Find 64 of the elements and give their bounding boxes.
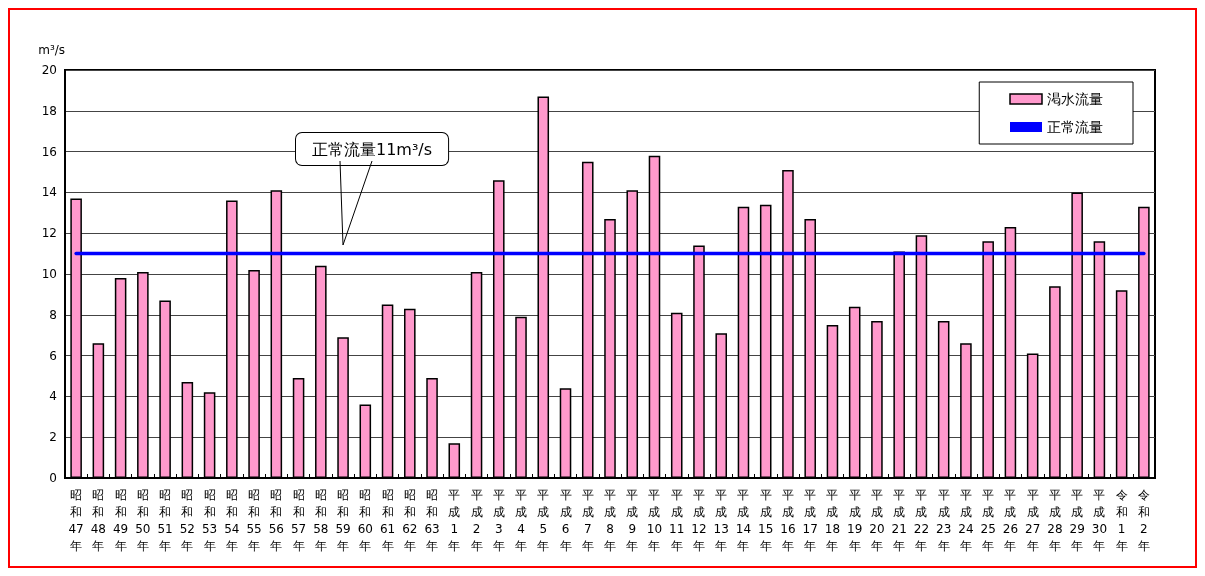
x-tick-label: 平成7年 (581, 487, 594, 553)
x-tick-label: 平成19年 (847, 487, 863, 553)
y-tick-label: 18 (41, 103, 57, 118)
y-tick-label: 14 (41, 185, 57, 200)
x-tick-label: 昭和48年 (90, 487, 107, 553)
x-tick-label: 平成12年 (691, 487, 707, 553)
x-tick-label: 平成1年 (448, 487, 461, 553)
legend-label: 正常流量 (1047, 119, 1103, 135)
x-tick-label: 平成14年 (735, 487, 752, 553)
x-tick-label: 平成4年 (515, 487, 528, 553)
x-tick-label: 平成30年 (1091, 487, 1108, 553)
y-tick-label: 12 (41, 226, 57, 241)
x-tick-label: 昭和60年 (357, 487, 373, 553)
x-tick-label: 昭和49年 (112, 487, 129, 553)
legend-label: 渇水流量 (1047, 91, 1103, 107)
x-tick-label: 平成13年 (713, 487, 729, 553)
x-tick-label: 昭和59年 (335, 487, 351, 553)
x-tick-label: 平成11年 (669, 487, 685, 553)
x-tick-label: 昭和56年 (268, 487, 284, 553)
y-axis-title: m³/s (38, 43, 65, 57)
x-tick-label: 平成24年 (958, 487, 974, 553)
y-tick-label: 16 (41, 144, 57, 159)
x-tick-label: 平成9年 (626, 487, 639, 553)
x-tick-label: 昭和53年 (201, 487, 218, 553)
y-tick-label: 2 (49, 430, 57, 445)
x-tick-label: 平成23年 (936, 487, 952, 553)
y-tick-label: 6 (49, 348, 57, 363)
x-tick-label: 昭和58年 (313, 487, 329, 553)
y-tick-label: 4 (49, 389, 57, 404)
x-tick-label: 平成20年 (869, 487, 885, 553)
y-tick-label: 20 (41, 63, 57, 77)
annotation: 正常流量11m³/s (312, 139, 433, 159)
x-tick-label: 平成10年 (646, 487, 663, 553)
x-tick-label: 平成29年 (1069, 487, 1085, 553)
x-tick-label: 昭和51年 (157, 487, 173, 553)
x-tick-label: 令和2年 (1137, 487, 1150, 553)
x-tick-label: 平成18年 (824, 487, 841, 553)
x-tick-label: 平成26年 (1002, 487, 1019, 553)
x-tick-label: 平成27年 (1025, 487, 1041, 553)
x-tick-label: 平成16年 (780, 487, 796, 553)
x-tick-label: 昭和54年 (224, 487, 240, 553)
x-tick-label: 平成6年 (559, 487, 572, 553)
x-tick-label: 昭和62年 (402, 487, 418, 553)
x-tick-label: 平成5年 (537, 487, 550, 553)
x-tick-label: 昭和50年 (135, 487, 151, 553)
y-tick-label: 8 (49, 307, 57, 322)
x-tick-label: 平成28年 (1047, 487, 1063, 553)
x-tick-label: 昭和61年 (379, 487, 396, 553)
x-tick-label: 平成8年 (604, 487, 616, 553)
x-tick-label: 平成25年 (980, 487, 996, 553)
x-tick-label: 平成2年 (470, 487, 483, 553)
y-tick-label: 10 (41, 267, 57, 281)
y-tick-label: 0 (49, 471, 57, 485)
x-tick-label: 昭和63年 (424, 487, 440, 553)
x-tick-label: 平成21年 (891, 487, 907, 553)
x-tick-label: 昭和55年 (246, 487, 262, 553)
x-tick-label: 昭和47年 (68, 487, 84, 553)
x-tick-label: 昭和52年 (179, 487, 195, 553)
x-tick-label: 昭和57年 (290, 487, 307, 553)
x-tick-label: 令和1年 (1115, 487, 1128, 553)
x-tick-label: 平成22年 (913, 487, 930, 553)
x-tick-label: 平成3年 (492, 487, 505, 553)
x-tick-label: 平成17年 (802, 487, 818, 553)
x-tick-label: 平成15年 (758, 487, 774, 553)
